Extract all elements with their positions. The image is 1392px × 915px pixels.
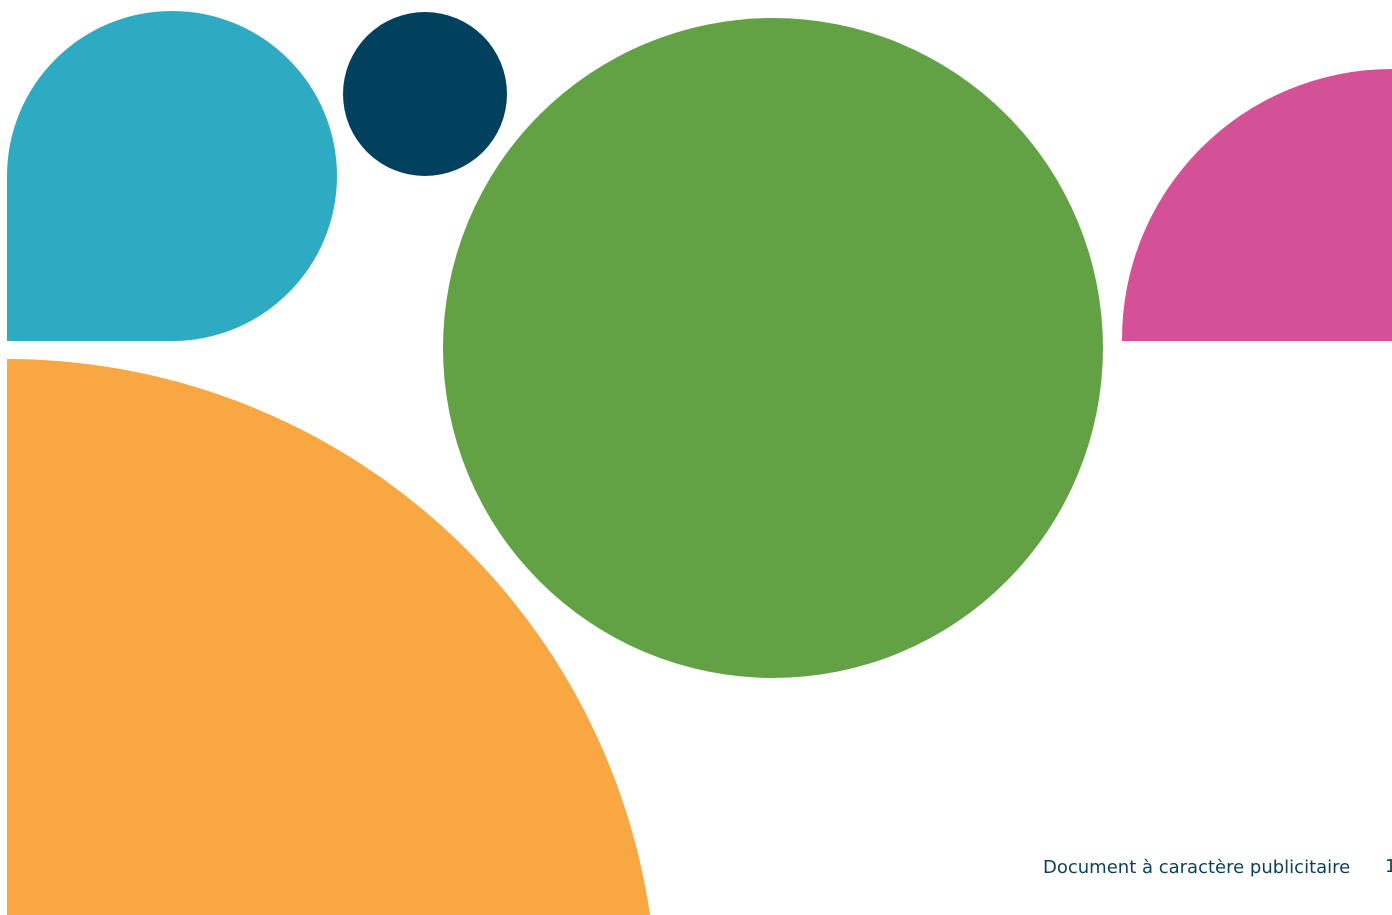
page-number: 1 (1385, 856, 1392, 877)
orange-quarter-shape (7, 359, 650, 915)
pink-quarter-shape (1121, 69, 1392, 341)
publicity-disclaimer: Document à caractère publicitaire (1043, 857, 1351, 878)
navy-circle (343, 12, 507, 176)
green-circle (443, 18, 1103, 678)
teal-rounded-shape (7, 11, 337, 341)
